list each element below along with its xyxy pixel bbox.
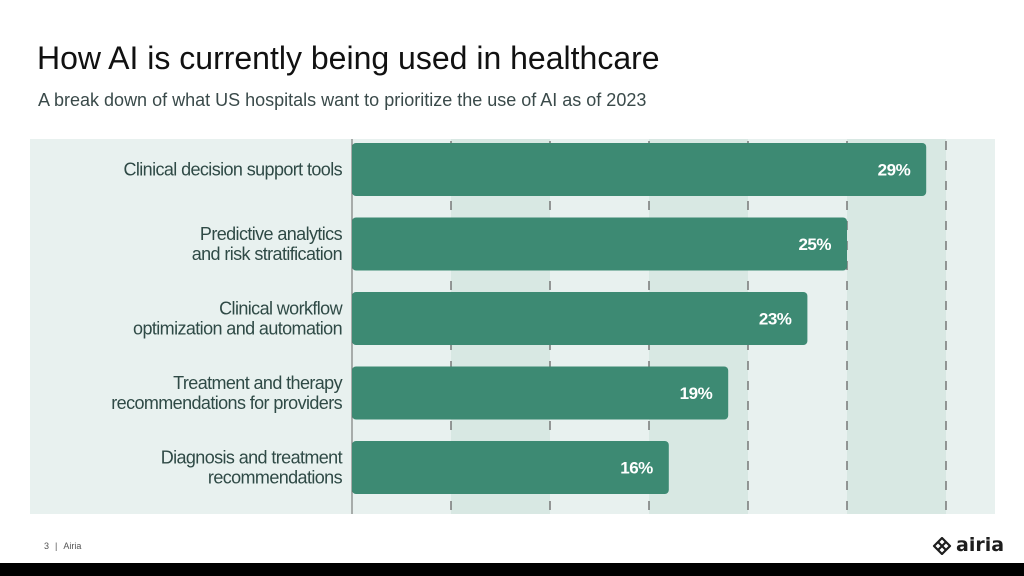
chart-category-label: Diagnosis and treatment recommendations [161,448,343,488]
chart-bar [352,366,729,420]
footer: 3 | Airia [44,541,81,551]
airia-logo: airia [932,536,1004,555]
chart-band [847,139,946,514]
chart-category-label: Clinical decision support tools [123,160,342,180]
chart-category-label-line: Diagnosis and treatment [161,448,343,468]
chart-category-label-line: Clinical decision support tools [123,160,342,180]
chart-bar [352,143,927,196]
chart-category-label-line: Clinical workflow [219,299,343,319]
bar-chart: 29% Clinical decision support tools 25% Pre… [30,139,995,514]
chart-svg: 29% Clinical decision support tools 25% Pre… [30,139,995,514]
chart-category-label-line: recommendations [208,468,343,488]
chart-value-label: 16% [620,459,653,478]
chart-category-label-line: Treatment and therapy [173,373,342,393]
chart-category-label-line: optimization and automation [133,319,342,339]
diamond-knot-icon [932,536,952,555]
chart-value-label: 25% [798,235,831,254]
chart-category-label-line: recommendations for providers [111,393,342,413]
chart-category-label-line: and risk stratification [192,244,342,264]
chart-category-label: Predictive analytics and risk stratificat… [192,224,343,264]
bottom-bar [0,563,1024,576]
footer-company: Airia [63,541,82,551]
logo-text: airia [956,534,1005,556]
chart-category-label-line: Predictive analytics [200,224,343,244]
chart-value-label: 29% [878,161,911,180]
chart-value-label: 23% [759,310,792,329]
footer-separator: | [55,541,58,551]
page-title: How AI is currently being used in health… [37,40,660,76]
chart-value-label: 19% [680,384,713,403]
chart-category-label: Clinical workflow optimization and automa… [133,299,344,339]
page-number: 3 [44,541,50,551]
chart-bar [352,217,847,271]
page-subtitle: A break down of what US hospitals want t… [38,90,647,110]
chart-category-label: Treatment and therapy recommendations for… [111,373,342,413]
chart-bar [352,292,808,345]
chart-bar [352,441,669,494]
